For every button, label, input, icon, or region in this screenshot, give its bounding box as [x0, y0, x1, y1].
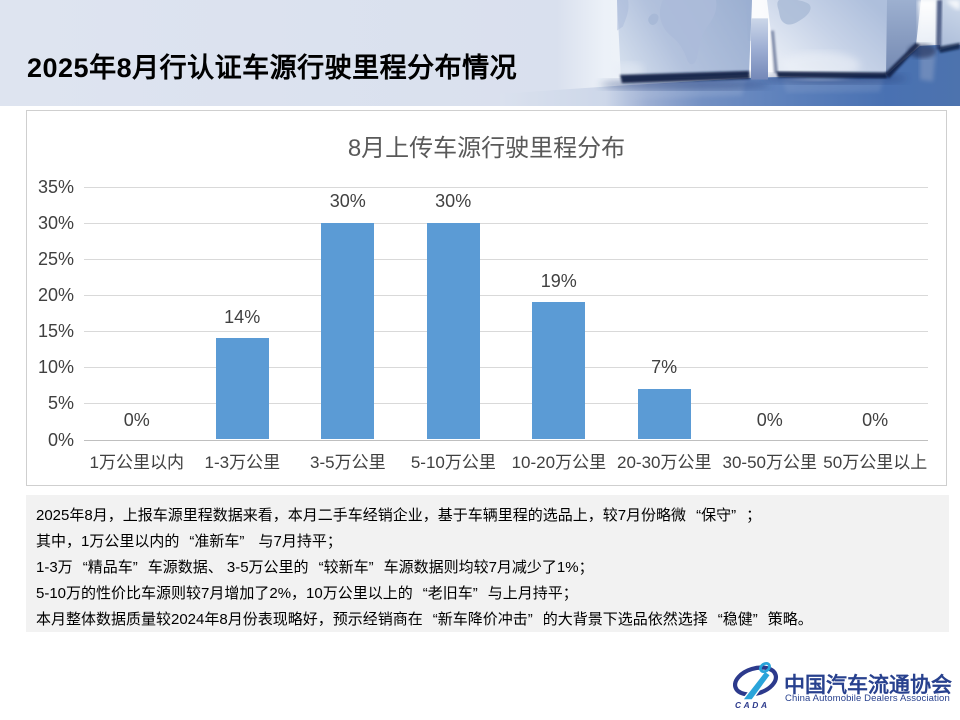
- svg-text:CADA: CADA: [735, 700, 770, 710]
